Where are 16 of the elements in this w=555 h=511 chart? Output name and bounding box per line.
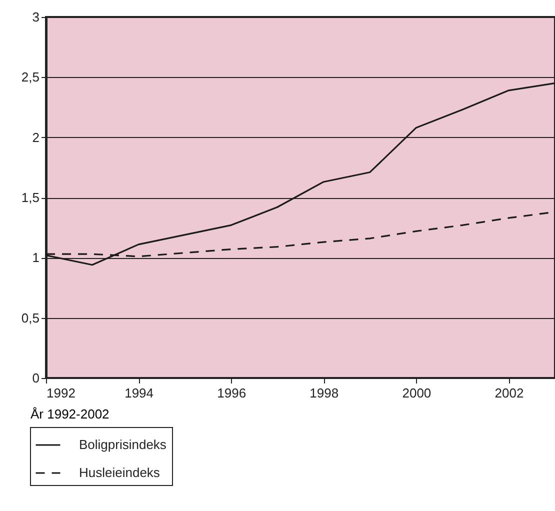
x-tick-label: 2002 [494, 386, 524, 400]
x-tick-label: 1998 [310, 386, 339, 400]
x-tick-label: 1992 [46, 386, 76, 400]
x-tick-label: 2000 [402, 386, 432, 400]
x-tick-label: 1996 [217, 386, 246, 400]
x-axis-title: År 1992-2002 [30, 406, 110, 422]
y-tick-label: 0,5 [21, 310, 40, 326]
legend-label: Husleieindeks [79, 465, 160, 480]
y-tick-label: 1 [32, 250, 40, 266]
y-tick-label: 1,5 [21, 190, 40, 205]
legend-label: Boligprisindeks [79, 437, 167, 452]
y-tick-label: 2,5 [21, 70, 40, 85]
y-tick-label: 0 [32, 370, 40, 386]
x-tick-label: 1994 [124, 386, 154, 400]
y-tick-label: 2 [32, 130, 40, 145]
y-tick-label: 3 [32, 10, 40, 24]
